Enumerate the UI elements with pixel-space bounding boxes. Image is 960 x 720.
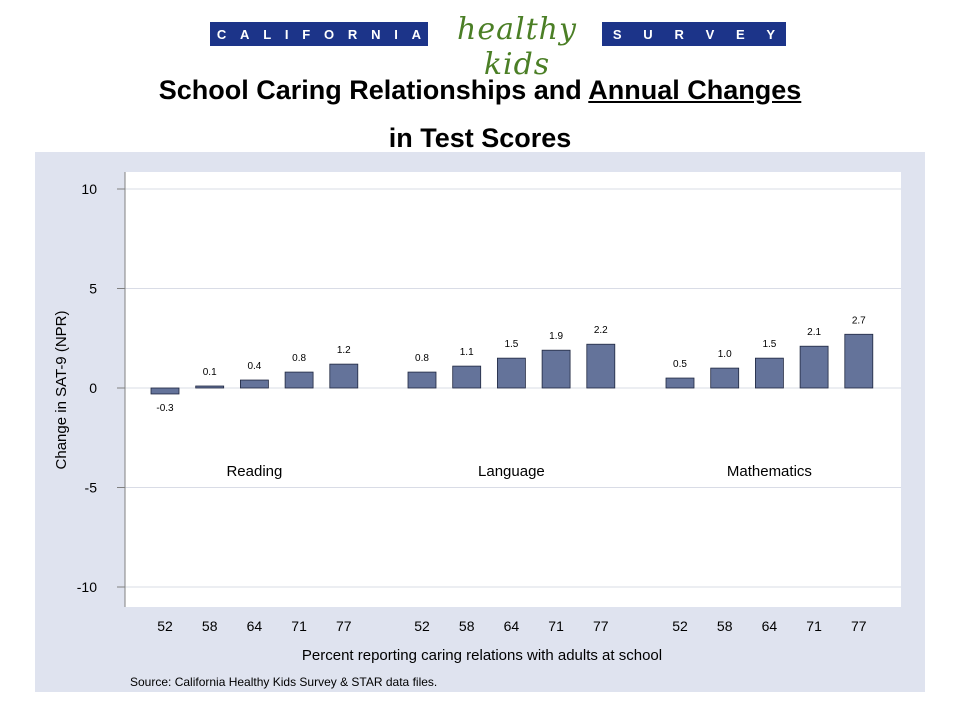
y-tick-label: -5 [85,480,98,496]
x-tick-label: 71 [806,618,822,634]
x-tick-label: 58 [202,618,218,634]
data-label: 1.1 [460,347,474,358]
group-label: Mathematics [727,463,812,480]
logo-left-letter: R [347,26,358,42]
data-label: 0.4 [247,361,261,372]
bar [195,385,225,389]
x-tick-label: 52 [157,618,173,634]
x-tick-label: 64 [762,618,778,634]
data-label: -0.3 [156,403,174,414]
x-axis-ticks: 52 58 64 71 77 52 58 64 71 77 52 58 64 71 77 [157,618,867,634]
x-tick-label: 58 [459,618,475,634]
bar [541,349,571,389]
logo-left-letter: L [263,26,272,42]
y-tick-label: 0 [89,380,97,396]
x-tick-label: 77 [593,618,609,634]
bar [710,367,740,389]
data-label: 2.1 [807,327,821,338]
x-tick-label: 58 [717,618,733,634]
bar-chart: 10 5 0 -5 -10 -0.3 0.1 0.4 0.8 1.2 0.8 1.1 1.5 1.9 2.… [53,172,901,689]
plot-area [125,172,901,607]
bar [586,343,616,389]
group-label: Language [478,463,545,480]
bar [284,371,314,389]
data-label: 1.2 [337,345,351,356]
data-label: 1.9 [549,331,563,342]
logo-left-letter: O [324,26,335,42]
bar [407,371,437,389]
x-tick-label: 52 [414,618,430,634]
logo-right-letter: R [674,26,684,42]
bar [452,365,482,389]
chart-panel: 10 5 0 -5 -10 -0.3 0.1 0.4 0.8 1.2 0.8 1.1 1.5 1.9 2.… [35,152,925,692]
logo-right-letter: V [705,26,715,42]
x-tick-label: 52 [672,618,688,634]
x-tick-label: 77 [851,618,867,634]
x-tick-label: 77 [336,618,352,634]
y-tick-label: -10 [77,579,97,595]
logo-left-letter: A [411,26,421,42]
bar [665,377,695,389]
bars [150,333,874,395]
bar [239,379,269,389]
x-tick-label: 64 [247,618,263,634]
data-label: 0.8 [292,353,306,364]
logo-healthy-kids-script: healthy kids [457,12,577,82]
bar [329,363,359,389]
data-label: 0.1 [203,367,217,378]
y-tick-label: 5 [89,281,97,297]
data-label: 2.7 [852,315,866,326]
bar [496,357,526,389]
logo-right-letter: U [643,26,653,42]
page-title: School Caring Relationships and Annual C… [0,66,960,162]
logo-right-letter: Y [766,26,776,42]
bar [755,357,784,389]
y-axis-ticks: 10 5 0 -5 -10 [77,181,125,595]
title-line2: in Test Scores [388,123,572,153]
logo-left-letter: F [302,26,311,42]
y-axis-label: Change in SAT-9 (NPR) [53,311,70,470]
bar [844,333,874,389]
logo-right-letter: S [612,26,622,42]
title-underlined-part: Annual Changes [588,75,802,105]
source-note: Source: California Healthy Kids Survey &… [130,675,437,689]
group-label: Reading [226,463,282,480]
data-label: 2.2 [594,325,608,336]
logo-left-letter: I [394,26,398,42]
logo-left-letter: A [240,26,250,42]
logo-right-letter: E [736,26,745,42]
data-label: 1.5 [504,339,518,350]
title-part1: School Caring Relationships and [158,75,589,105]
logo-left-letter: C [216,26,227,42]
group-labels: Reading Language Mathematics [226,463,811,480]
x-axis-label: Percent reporting caring relations with … [302,647,662,664]
data-label: 1.0 [718,349,732,360]
x-tick-label: 71 [291,618,307,634]
logo-left-letter: N [371,26,381,42]
logo-left-letter: I [284,26,289,42]
data-label: 0.8 [415,353,429,364]
y-tick-label: 10 [81,181,97,197]
data-label: 1.5 [762,339,776,350]
bar [799,345,829,389]
bar [150,387,180,395]
x-tick-label: 64 [504,618,520,634]
data-label: 0.5 [673,359,687,370]
x-tick-label: 71 [548,618,564,634]
data-labels: -0.3 0.1 0.4 0.8 1.2 0.8 1.1 1.5 1.9 2.2 0.5 1.0 1.5… [156,315,866,414]
